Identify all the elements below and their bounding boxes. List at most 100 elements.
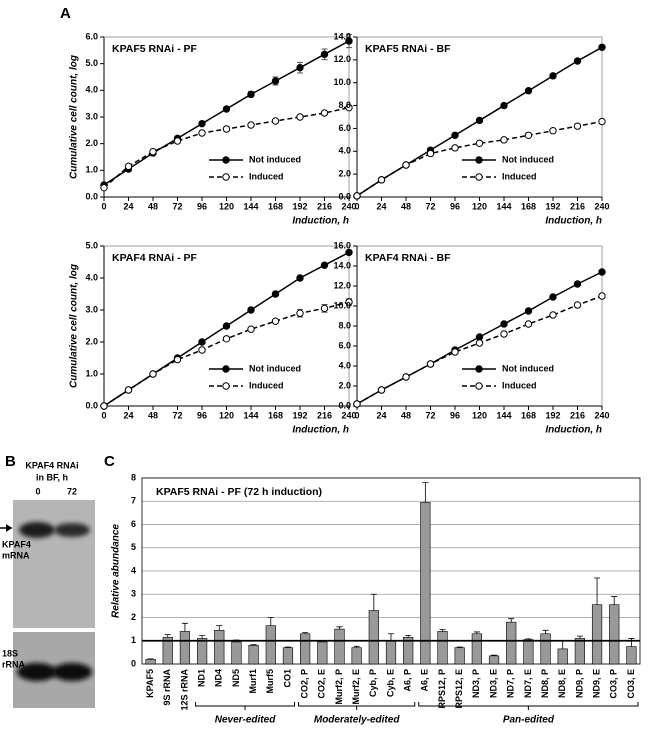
series-line (103, 301, 350, 407)
x-tick-label: 192 (545, 201, 560, 211)
data-point (598, 268, 606, 276)
legend-label: Induced (502, 171, 537, 181)
x-axis-label: Induction, h (292, 216, 349, 227)
data-point (320, 50, 329, 59)
blot-band (19, 522, 55, 538)
band-label: KPAF4 (2, 539, 31, 549)
data-point (402, 161, 410, 169)
data-point (124, 162, 133, 171)
error-bar (576, 635, 583, 639)
x-tick-label: 192 (292, 201, 307, 211)
data-point (549, 293, 557, 301)
data-point (271, 77, 280, 85)
y-tick-label: 6.0 (338, 123, 351, 133)
y-tick-label: 0.0 (338, 191, 351, 201)
chart-title: KPAF5 RNAi - PF (72 h induction) (156, 486, 322, 498)
data-point (345, 103, 353, 112)
error-bar (491, 654, 498, 656)
group-bracket (298, 702, 416, 710)
x-tick-label: 0 (354, 410, 359, 420)
blot-title: KPAF4 RNAi (25, 460, 78, 470)
data-point (402, 373, 410, 381)
x-tick-label: 192 (292, 410, 307, 420)
x-tick-label: ND3, E (488, 669, 498, 698)
data-point (451, 131, 459, 139)
chart-title: KPAF4 RNAi - PF (112, 252, 198, 264)
y-tick-label: 2.0 (338, 169, 351, 179)
x-tick-label: 72 (425, 410, 435, 420)
x-tick-label: 168 (521, 410, 536, 420)
blot-title: in BF, h (36, 472, 68, 482)
x-tick-label: Murf2, P (334, 669, 344, 705)
x-tick-label: 9S rRNA (162, 669, 172, 706)
group-label: Never-edited (215, 715, 276, 726)
error-bar (559, 640, 566, 649)
x-tick-label: 24 (376, 410, 386, 420)
bar (437, 631, 448, 665)
data-point (573, 301, 582, 309)
y-tick-label: 8.0 (338, 320, 351, 330)
y-tick-label: 0.0 (85, 400, 98, 410)
data-point (598, 43, 606, 51)
data-point (173, 355, 182, 364)
error-bar (594, 577, 601, 605)
x-tick-label: 144 (496, 201, 511, 211)
data-point (222, 105, 231, 113)
error-bar (336, 626, 343, 630)
error-bar (405, 635, 412, 638)
error-bar (508, 618, 515, 623)
error-bar (216, 625, 223, 631)
band-label: mRNA (2, 550, 30, 560)
error-bar (439, 629, 446, 632)
legend-marker (475, 173, 483, 181)
bar (574, 638, 586, 665)
data-point (198, 346, 206, 354)
data-point (426, 360, 435, 368)
x-tick-label: 96 (450, 201, 460, 211)
x-tick-label: 144 (243, 201, 258, 211)
x-tick-label: 120 (219, 201, 234, 211)
x-tick-label: ND9, P (574, 669, 584, 698)
legend-label: Not induced (249, 363, 301, 373)
x-tick-label: Murf2, E (351, 669, 361, 705)
data-point (475, 116, 484, 125)
legend-marker (222, 156, 230, 164)
legend-label: Not induced (249, 154, 301, 164)
x-tick-label: 240 (341, 201, 356, 211)
bar (231, 641, 242, 665)
legend-marker (222, 382, 230, 390)
x-tick-label: 120 (472, 201, 487, 211)
y-tick-label: 2 (131, 612, 136, 622)
bar (609, 604, 620, 665)
x-tick-label: 144 (243, 410, 258, 420)
bar (506, 621, 517, 665)
x-tick-label: KPAF5 (145, 669, 155, 698)
x-tick-label: RPS12, P (437, 669, 447, 709)
y-tick-label: 4.0 (85, 272, 98, 282)
data-point (549, 72, 557, 80)
error-bar (525, 638, 532, 640)
x-tick-label: ND3, P (471, 669, 481, 698)
x-tick-label: 240 (594, 410, 609, 420)
x-tick-label: ND9, E (591, 669, 601, 698)
bar (591, 604, 603, 665)
error-bar (181, 622, 188, 632)
x-tick-label: 0 (354, 201, 359, 211)
x-tick-label: 48 (401, 410, 411, 420)
data-point (500, 136, 508, 144)
error-bar (199, 635, 206, 639)
x-tick-label: 168 (268, 201, 283, 211)
y-tick-label: 1.0 (85, 368, 98, 378)
bar (265, 625, 276, 665)
data-point (320, 261, 329, 269)
legend-marker (222, 365, 230, 373)
data-point (100, 402, 108, 410)
data-point (345, 37, 353, 45)
panel-letter: B (5, 453, 16, 470)
data-point (549, 311, 557, 319)
x-tick-label: CO3, P (609, 669, 619, 699)
data-point (296, 309, 304, 317)
x-tick-label: 168 (521, 201, 536, 211)
error-bar (456, 646, 463, 648)
y-tick-label: 12.0 (333, 54, 351, 64)
